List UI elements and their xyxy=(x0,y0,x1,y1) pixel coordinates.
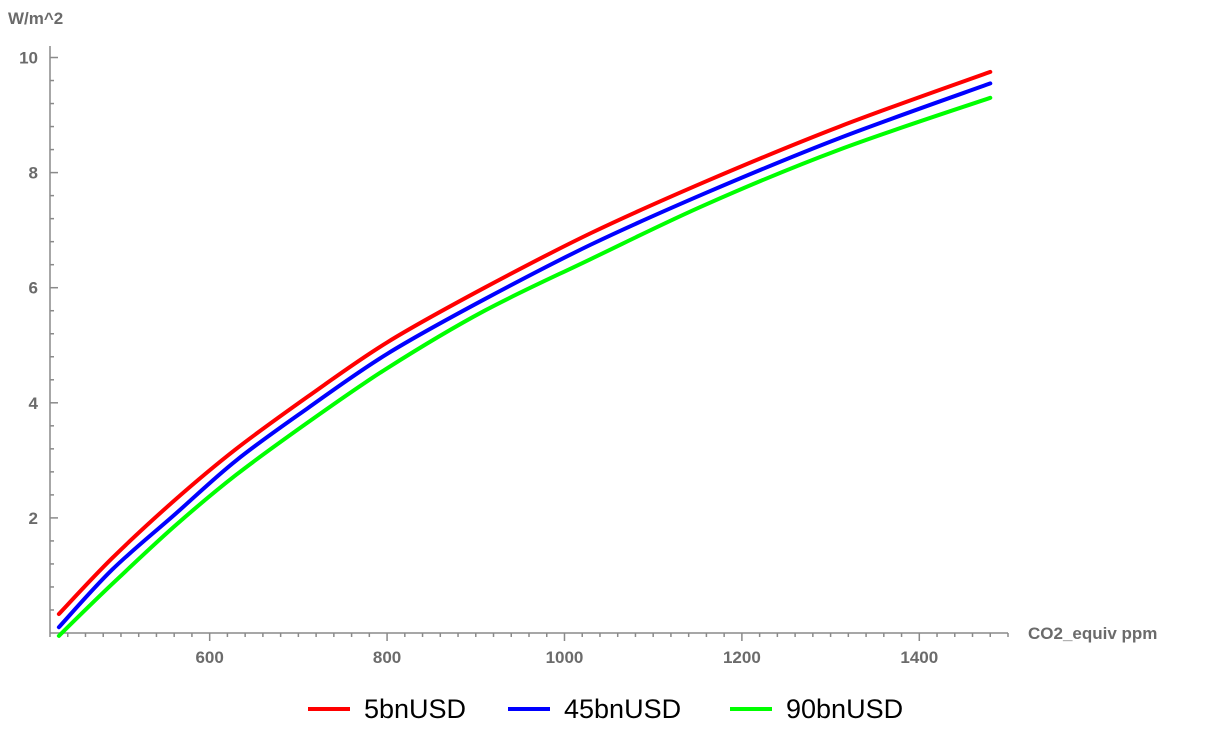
legend: 5bnUSD 45bnUSD 90bnUSD xyxy=(308,694,903,724)
legend-label: 90bnUSD xyxy=(786,694,903,724)
x-axis-title: CO2_equiv ppm xyxy=(1028,624,1157,643)
tick-labels: 600 800 1000 1200 1400 2 4 6 8 10 xyxy=(19,49,938,667)
x-tick-label: 600 xyxy=(195,648,223,667)
x-tick-label: 800 xyxy=(373,648,401,667)
minor-ticks xyxy=(49,79,1009,637)
x-tick-label: 1400 xyxy=(900,648,938,667)
legend-label: 5bnUSD xyxy=(364,694,466,724)
y-tick-label: 4 xyxy=(29,394,39,413)
series-line-5bnusd xyxy=(56,69,993,616)
y-tick-label: 8 xyxy=(29,164,38,183)
y-axis-title: W/m^2 xyxy=(8,9,63,28)
y-tick-label: 2 xyxy=(29,509,38,528)
legend-label: 45bnUSD xyxy=(564,694,681,724)
x-tick-label: 1200 xyxy=(723,648,761,667)
y-tick-label: 10 xyxy=(19,49,38,68)
x-tick-label: 1000 xyxy=(546,648,584,667)
series-lines xyxy=(56,69,993,638)
major-ticks xyxy=(50,56,921,641)
series-line-45bnusd xyxy=(56,81,993,630)
y-tick-label: 6 xyxy=(29,279,38,298)
series-line-90bnusd xyxy=(56,95,993,638)
